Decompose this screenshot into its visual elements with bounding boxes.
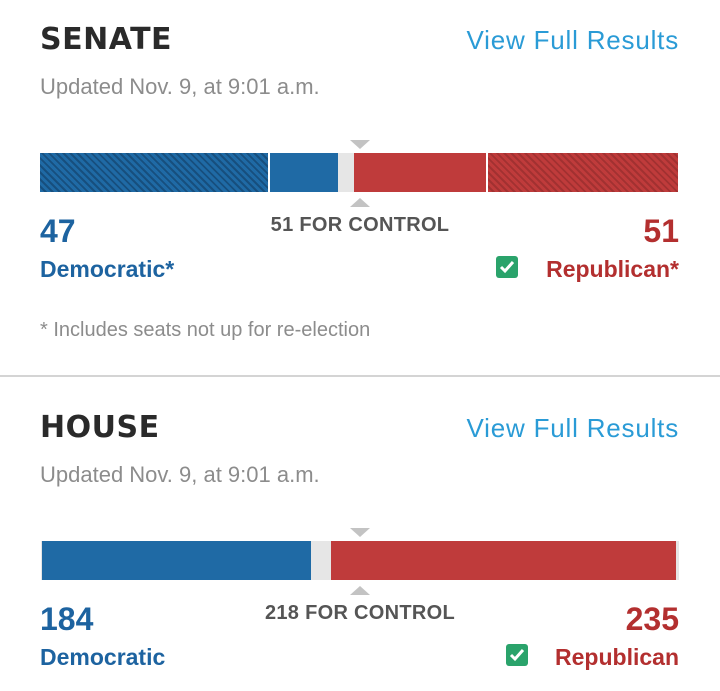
rep-party-label: Republican* xyxy=(546,256,679,282)
view-full-results-link[interactable]: View Full Results xyxy=(466,25,679,55)
rep-seat-count: 51 xyxy=(643,213,679,249)
checkmark-icon xyxy=(506,644,528,666)
control-marker-icon xyxy=(350,198,370,207)
updated-timestamp: Updated Nov. 9, at 9:01 a.m. xyxy=(40,74,320,99)
dem-won-segment xyxy=(270,153,338,192)
rep-segment xyxy=(331,541,676,580)
rep-seat-count: 235 xyxy=(625,601,679,637)
dem-party-label: Democratic xyxy=(40,644,166,670)
dem-segment xyxy=(42,541,311,580)
control-threshold: 51 FOR CONTROL xyxy=(270,214,450,236)
control-marker-icon xyxy=(350,586,370,595)
segment-separator xyxy=(268,153,270,192)
senate-panel: SENATE View Full Results Updated Nov. 9,… xyxy=(40,22,679,341)
section-title: HOUSE xyxy=(40,410,160,445)
checkmark-icon xyxy=(496,256,518,278)
segment-separator xyxy=(486,153,488,192)
rep-holdover-segment xyxy=(488,153,678,192)
control-marker-icon xyxy=(350,140,370,149)
control-threshold: 218 FOR CONTROL xyxy=(264,602,456,624)
dem-seat-count: 47 xyxy=(40,213,76,249)
dem-holdover-segment xyxy=(40,153,269,192)
rep-won-segment xyxy=(354,153,486,192)
rep-party-label: Republican xyxy=(555,644,679,670)
seat-bar xyxy=(40,153,678,192)
view-full-results-link[interactable]: View Full Results xyxy=(466,413,679,443)
section-title: SENATE xyxy=(40,22,173,57)
updated-timestamp: Updated Nov. 9, at 9:01 a.m. xyxy=(40,462,320,487)
footnote: * Includes seats not up for re-election xyxy=(40,319,371,341)
control-marker-icon xyxy=(350,528,370,537)
house-panel: HOUSE View Full Results Updated Nov. 9, … xyxy=(0,377,720,691)
seat-bar xyxy=(41,541,679,580)
section-divider xyxy=(0,375,720,377)
dem-seat-count: 184 xyxy=(40,601,94,637)
dem-party-label: Democratic* xyxy=(40,256,175,282)
